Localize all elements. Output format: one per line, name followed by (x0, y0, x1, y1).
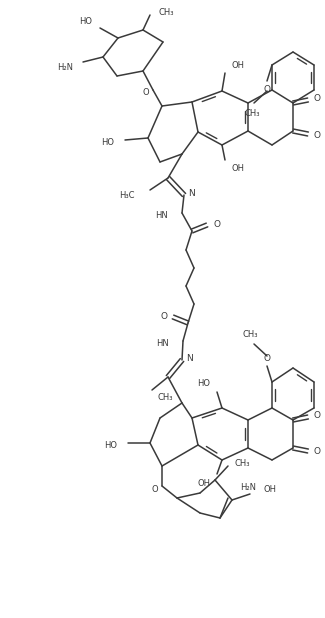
Text: HO: HO (197, 378, 210, 387)
Text: HO: HO (105, 441, 118, 449)
Text: O: O (313, 93, 320, 103)
Text: O: O (313, 130, 320, 140)
Text: N: N (188, 188, 195, 198)
Text: CH₃: CH₃ (242, 329, 258, 339)
Text: OH: OH (231, 61, 244, 69)
Text: CH₃: CH₃ (158, 7, 174, 17)
Text: O: O (313, 410, 320, 420)
Text: OH: OH (231, 164, 244, 172)
Text: H₃C: H₃C (120, 190, 135, 200)
Text: CH₃: CH₃ (234, 460, 250, 468)
Text: H₂N: H₂N (240, 483, 256, 493)
Text: O: O (213, 219, 220, 229)
Text: O: O (160, 311, 167, 321)
Text: N: N (186, 353, 193, 363)
Text: OH: OH (264, 486, 277, 494)
Text: O: O (152, 485, 158, 494)
Text: CH₃: CH₃ (157, 394, 173, 402)
Text: H₂N: H₂N (57, 62, 73, 72)
Text: CH₃: CH₃ (244, 109, 260, 117)
Text: HN: HN (156, 339, 169, 347)
Text: HN: HN (155, 211, 168, 219)
Text: O: O (264, 85, 270, 93)
Text: O: O (264, 353, 270, 363)
Text: O: O (313, 447, 320, 457)
Text: OH: OH (197, 478, 210, 488)
Text: HO: HO (101, 137, 114, 146)
Text: O: O (143, 88, 149, 96)
Text: HO: HO (80, 17, 93, 25)
